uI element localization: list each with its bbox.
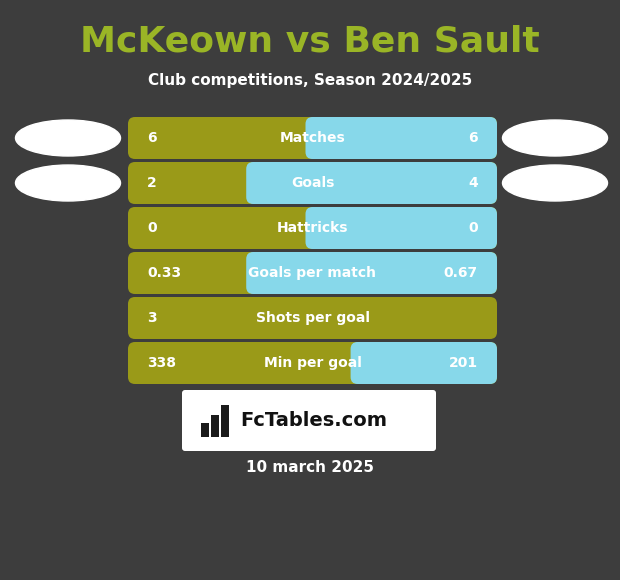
FancyBboxPatch shape	[211, 415, 219, 437]
Ellipse shape	[502, 120, 608, 156]
FancyBboxPatch shape	[350, 342, 497, 384]
Text: Goals per match: Goals per match	[249, 266, 376, 280]
Ellipse shape	[16, 165, 120, 201]
Text: Min per goal: Min per goal	[264, 356, 361, 370]
Text: 201: 201	[449, 356, 478, 370]
FancyBboxPatch shape	[182, 390, 436, 451]
Text: Goals: Goals	[291, 176, 334, 190]
FancyBboxPatch shape	[306, 207, 497, 249]
Text: 0.67: 0.67	[444, 266, 478, 280]
FancyBboxPatch shape	[246, 162, 497, 204]
Text: 10 march 2025: 10 march 2025	[246, 461, 374, 476]
FancyBboxPatch shape	[246, 252, 497, 294]
Text: Matches: Matches	[280, 131, 345, 145]
Text: 4: 4	[468, 176, 478, 190]
Ellipse shape	[16, 120, 120, 156]
Ellipse shape	[502, 165, 608, 201]
Text: 3: 3	[147, 311, 157, 325]
Text: Hattricks: Hattricks	[277, 221, 348, 235]
Text: 6: 6	[468, 131, 478, 145]
FancyBboxPatch shape	[128, 342, 497, 384]
Text: Club competitions, Season 2024/2025: Club competitions, Season 2024/2025	[148, 72, 472, 88]
FancyBboxPatch shape	[128, 207, 497, 249]
Text: FcTables.com: FcTables.com	[240, 411, 387, 430]
FancyBboxPatch shape	[306, 117, 497, 159]
FancyBboxPatch shape	[128, 252, 497, 294]
FancyBboxPatch shape	[128, 162, 497, 204]
FancyBboxPatch shape	[128, 117, 497, 159]
Text: 0: 0	[147, 221, 157, 235]
Text: 338: 338	[147, 356, 176, 370]
FancyBboxPatch shape	[221, 404, 229, 437]
Text: 2: 2	[147, 176, 157, 190]
Text: McKeown vs Ben Sault: McKeown vs Ben Sault	[80, 25, 540, 59]
FancyBboxPatch shape	[128, 297, 497, 339]
Text: Shots per goal: Shots per goal	[255, 311, 370, 325]
Text: 0: 0	[468, 221, 478, 235]
Text: 6: 6	[147, 131, 157, 145]
Text: 0.33: 0.33	[147, 266, 181, 280]
FancyBboxPatch shape	[201, 422, 209, 437]
